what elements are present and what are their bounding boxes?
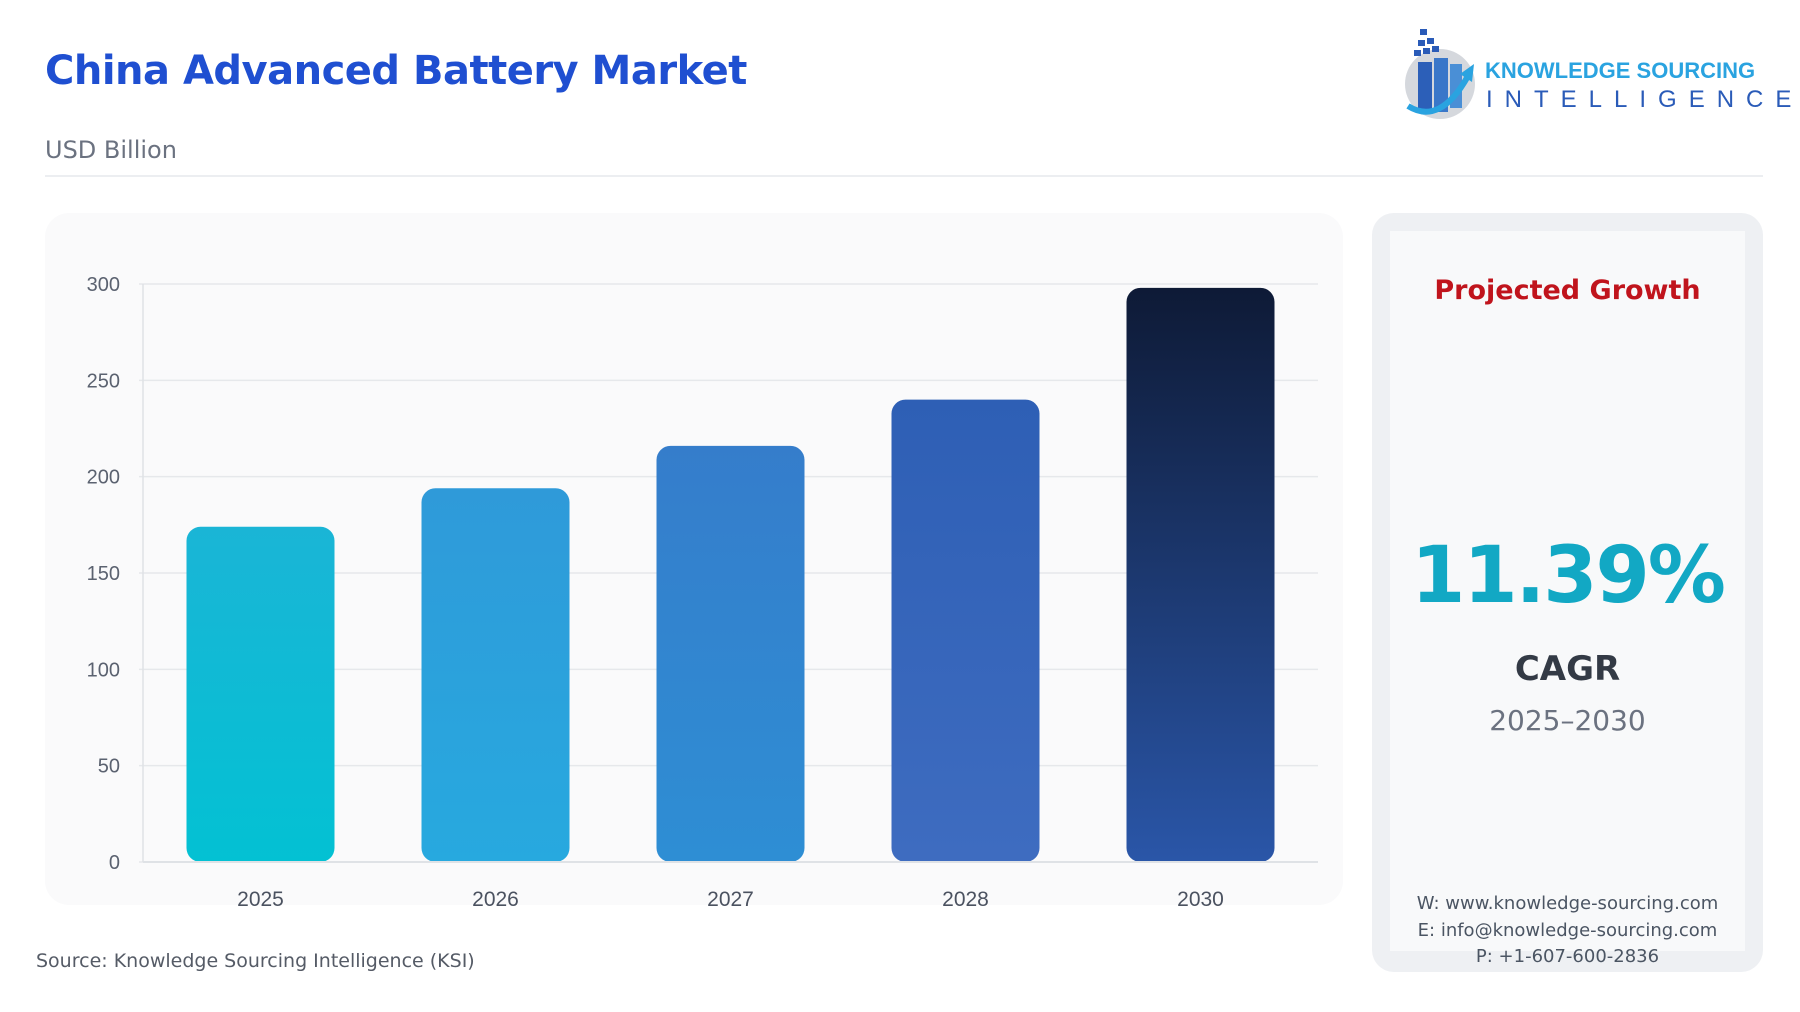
bar-2028 — [891, 399, 1040, 862]
logo: KNOWLEDGE SOURCING INTELLIGENCE — [1400, 26, 1791, 121]
cagr-value: 11.39% — [1411, 531, 1726, 621]
bar-chart: 0 50 100 150 200 250 300 2025 2026 2027 2028 2030 — [87, 274, 1318, 911]
x-tick-label: 2030 — [1177, 888, 1224, 911]
y-tick-label: 50 — [98, 756, 120, 778]
cagr-label: CAGR — [1514, 649, 1621, 689]
contact-email[interactable]: E: info@knowledge-sourcing.com — [1417, 920, 1718, 941]
y-tick-label: 0 — [109, 852, 120, 874]
y-tick-label: 150 — [87, 563, 120, 585]
bar-2030 — [1126, 287, 1275, 862]
y-tick-label: 300 — [87, 274, 120, 296]
contact-phone: P: +1-607-600-2836 — [1475, 946, 1660, 967]
x-tick-label: 2027 — [707, 888, 754, 911]
bar-2026 — [421, 488, 570, 862]
cagr-period: 2025–2030 — [1489, 704, 1646, 737]
contact-website[interactable]: W: www.knowledge-sourcing.com — [1416, 893, 1719, 914]
bar-2025 — [186, 526, 335, 862]
x-tick-label: 2026 — [472, 888, 519, 911]
y-tick-label: 100 — [87, 659, 120, 681]
page-subtitle: USD Billion — [45, 136, 177, 164]
logo-text-line1: KNOWLEDGE SOURCING — [1485, 58, 1756, 83]
logo-text-line2: INTELLIGENCE — [1486, 86, 1800, 113]
bar-2027 — [656, 445, 805, 862]
x-tick-label: 2028 — [942, 888, 989, 911]
y-tick-label: 200 — [87, 467, 120, 489]
y-tick-label: 250 — [87, 370, 120, 392]
logo-icon — [1405, 29, 1475, 119]
divider — [45, 175, 1763, 177]
source-note: Source: Knowledge Sourcing Intelligence … — [36, 950, 475, 972]
projected-growth-panel: Projected Growth 11.39% CAGR 2025–2030 W… — [1372, 213, 1763, 972]
projected-growth-title: Projected Growth — [1434, 275, 1701, 306]
x-tick-label: 2025 — [237, 888, 284, 911]
page-title: China Advanced Battery Market — [45, 48, 747, 94]
